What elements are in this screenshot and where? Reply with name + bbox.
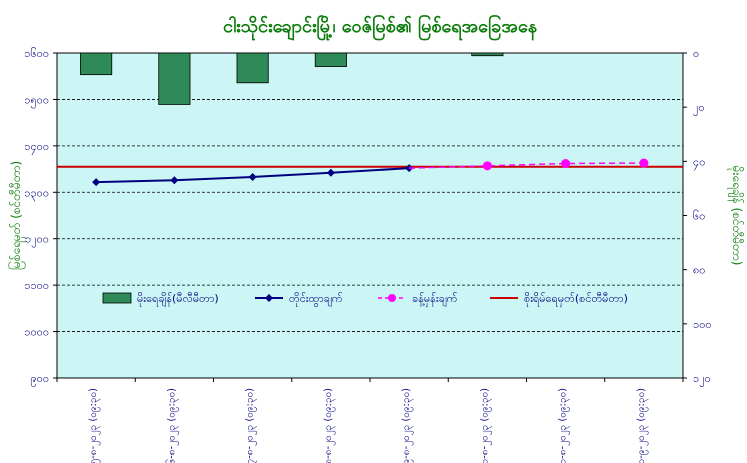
x-tick-label: ၁-၉-၂၀၂၃ (၀၉:၃၀) [636, 388, 649, 463]
plot-area [56, 52, 684, 379]
chart-title: ငါးသိုင်းချောင်းမြို့၊ ဝေဇ်မြစ်၏ မြစ်ရေအ… [222, 16, 538, 37]
y-right-axis-title: မိုးရေချိန် (စင်တီမီတာ) [727, 166, 745, 266]
y-left-tick-label: ၁၃၀၀ [24, 186, 49, 201]
x-tick-label: ၃၀-၈-၂၀၂၃ (၀၉:၃၀) [479, 388, 492, 463]
y-left-tick-label: ၁၀၀၀ [24, 326, 49, 339]
observed-point [326, 168, 335, 177]
y-left-tick-label: ၁၆၀၀ [24, 47, 49, 60]
y-left-tick-label: ၁၄၀၀ [24, 140, 49, 155]
rainfall-bar [314, 52, 347, 67]
x-tick-label: ၂၆-၈-၂၀၂၃ (၀၉:၃၀) [164, 388, 179, 463]
legend-label: တိုင်းထွာချက် [289, 292, 343, 307]
forecast-line [409, 162, 644, 169]
y-right-tick-label: ၆၀ [693, 210, 705, 223]
forecast-point [482, 161, 492, 171]
x-tick-label: ၂၈-၈-၂၀၂၃ (၀၉:၃၀) [323, 388, 336, 463]
y-left-tick-label: ၁၁၀၀ [24, 279, 49, 292]
legend-label: စိုးရိမ်ရေမှတ်(စင်တီမီတာ) [524, 292, 628, 307]
y-right-tick-label: ၂၀ [693, 101, 705, 116]
x-tick-label: ၂၇-၈-၂၀၂၃ (၀၉:၃၀) [245, 388, 258, 463]
observed-point [92, 178, 101, 187]
rainfall-bar [471, 52, 504, 57]
y-right-tick-label: ၁၀၀ [693, 318, 712, 331]
y-right-tick-label: ၀ [693, 47, 699, 60]
observed-point [170, 176, 179, 185]
legend-marker-observed [265, 294, 273, 302]
y-right-tick-label: ၄၀ [693, 155, 705, 170]
x-tick-label: ၂၉-၈-၂၀၂၃ (၀၉:၃၀) [401, 388, 414, 463]
forecast-point [561, 159, 571, 168]
rainfall-bar [158, 52, 191, 105]
rainfall-bar [80, 52, 113, 76]
y-left-tick-label: ၉၀၀ [30, 372, 49, 387]
legend-marker-forecast [388, 294, 396, 302]
y-left-tick-label: ၁၅၀၀ [24, 93, 49, 108]
legend-label: မိုးရေချိန်(မီလီမီတာ) [137, 292, 219, 307]
rainfall-bar [236, 52, 269, 84]
y-right-tick-label: ၁၂၀ [693, 372, 711, 387]
forecast-point [639, 158, 649, 168]
y-left-axis-title: မြစ်ရေမှတ် (စင်တီမီတာ) [7, 161, 26, 270]
y-left-tick-label: ၁၂၀၀ [25, 233, 49, 248]
y-right-tick-label: ၈၀ [693, 264, 705, 277]
legend-label: ခန့်မှန်းချက် [412, 292, 458, 307]
legend-swatch-rainfall [102, 292, 132, 304]
x-tick-label: ၂၅-၈-၂၀၂၃ (၀၉:၃၀) [88, 388, 101, 463]
observed-point [248, 172, 257, 181]
x-tick-label: ၃၁-၈-၂၀၂၃ (၀၉:၃၀) [558, 388, 571, 463]
